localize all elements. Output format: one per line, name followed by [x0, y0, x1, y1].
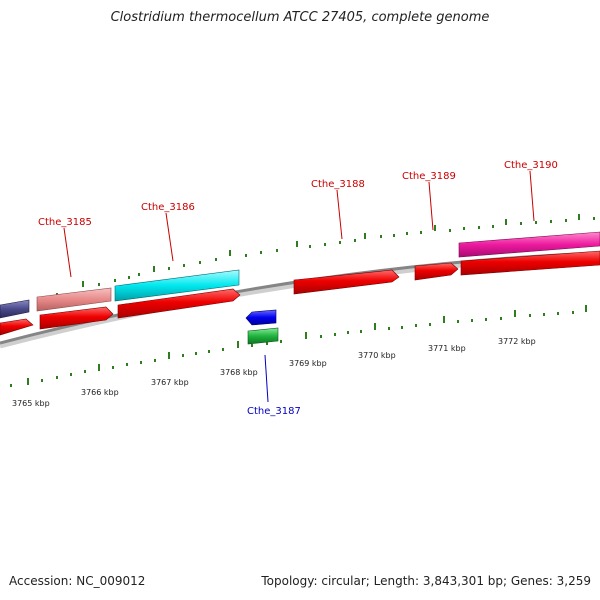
cds-arrow-cthe-3190[interactable] [460, 250, 600, 276]
map-title: Clostridium thermocellum ATCC 27405, com… [110, 10, 490, 25]
kbp-label-3767: 3767 kbp [151, 378, 189, 387]
cds-arrow-cthe-3187[interactable] [245, 309, 277, 326]
kbp-label-3771: 3771 kbp [428, 344, 466, 353]
cds-arrow-left-edge[interactable] [0, 318, 34, 336]
gene-label-cthe-3188[interactable]: Cthe_3188 [311, 179, 365, 190]
label-leaders [63, 170, 535, 403]
kbp-label-3770: 3770 kbp [358, 351, 396, 360]
feature-cthe-3190[interactable] [458, 231, 600, 258]
feature-cthe-3186[interactable] [114, 269, 240, 302]
gene-label-cthe-3185[interactable]: Cthe_3185 [38, 217, 92, 228]
kbp-label-3768: 3768 kbp [220, 368, 258, 377]
feature-cthe-3187[interactable] [247, 327, 279, 345]
cds-arrow-cthe-3186[interactable] [117, 288, 241, 319]
gene-label-cthe-3186[interactable]: Cthe_3186 [141, 202, 195, 213]
accession-label: Accession: NC_009012 [9, 574, 146, 588]
cds-arrow-cthe-3189[interactable] [414, 262, 459, 281]
feature-left-edge[interactable] [0, 299, 30, 319]
kbp-label-3765: 3765 kbp [12, 399, 50, 408]
outer-ticks [7, 214, 595, 309]
topology-label: Topology: circular; Length: 3,843,301 bp… [261, 574, 591, 588]
gene-label-cthe-3190[interactable]: Cthe_3190 [504, 160, 558, 171]
kbp-label-3772: 3772 kbp [498, 337, 536, 346]
kbp-label-3766: 3766 kbp [81, 388, 119, 397]
cds-arrow-cthe-3188[interactable] [293, 269, 400, 295]
gene-label-cthe-3189[interactable]: Cthe_3189 [402, 171, 456, 182]
gene-label-cthe-3187[interactable]: Cthe_3187 [247, 406, 301, 417]
inner-ticks [10, 305, 587, 387]
kbp-label-3769: 3769 kbp [289, 359, 327, 368]
feature-cthe-3185[interactable] [36, 287, 112, 312]
cds-arrow-cthe-3185[interactable] [39, 306, 114, 330]
